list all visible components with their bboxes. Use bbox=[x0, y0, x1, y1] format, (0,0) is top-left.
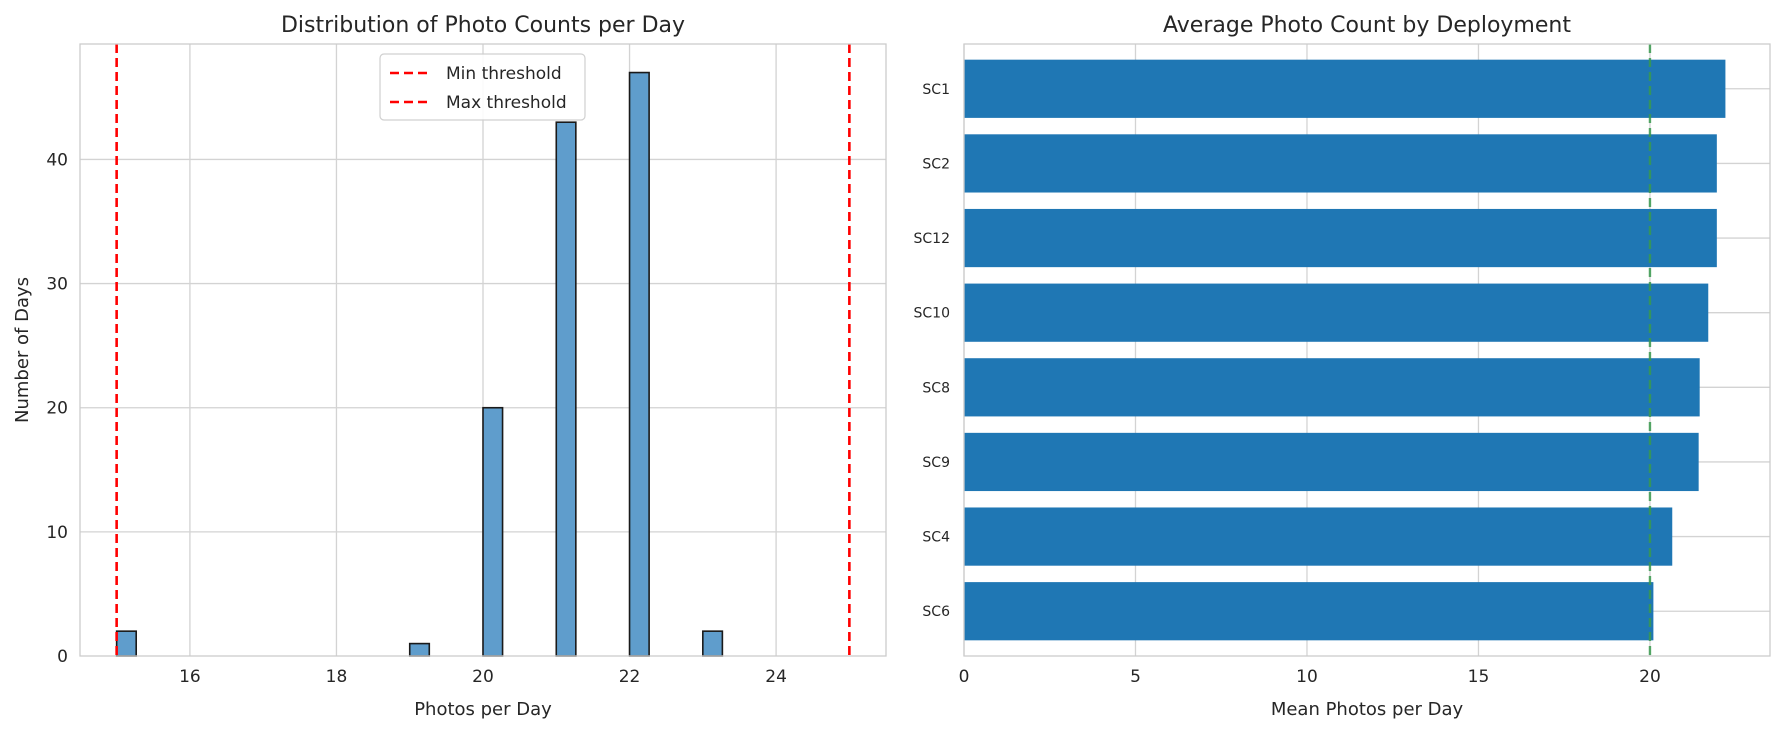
deployment-y-tick-label: SC1 bbox=[922, 82, 950, 98]
deployment-x-tick-label: 5 bbox=[1130, 667, 1141, 687]
deployment-bar bbox=[964, 59, 1726, 118]
deployment-y-tick-label: SC9 bbox=[922, 455, 950, 471]
deployment-bars bbox=[964, 59, 1726, 641]
histogram-x-ticks: 16 18 20 22 24 bbox=[179, 667, 787, 687]
histogram-y-tick-label: 10 bbox=[46, 523, 68, 543]
histogram-bars bbox=[115, 71, 724, 657]
deployment-y-tick-label: SC8 bbox=[922, 380, 950, 396]
deployment-x-ticks: 0 5 10 15 20 bbox=[959, 667, 1661, 687]
deployment-y-ticks: SC1 SC2 SC12 SC10 SC8 SC9 SC4 SC6 bbox=[914, 82, 951, 620]
histogram-y-ticks: 0 10 20 30 40 bbox=[46, 150, 68, 667]
deployment-x-axis-label: Mean Photos per Day bbox=[1271, 699, 1464, 720]
histogram-y-axis-label: Number of Days bbox=[12, 277, 33, 423]
deployment-x-tick-label: 0 bbox=[959, 667, 970, 687]
histogram-x-tick-label: 16 bbox=[179, 667, 201, 687]
histogram-x-tick-label: 22 bbox=[619, 667, 641, 687]
deployment-y-tick-label: SC12 bbox=[914, 231, 950, 247]
histogram-bar bbox=[702, 630, 724, 657]
deployment-x-tick-label: 20 bbox=[1639, 667, 1661, 687]
deployment-x-tick-label: 15 bbox=[1468, 667, 1490, 687]
legend-min-threshold-label: Min threshold bbox=[446, 64, 562, 84]
deployment-bar bbox=[964, 507, 1673, 566]
deployment-bar bbox=[964, 134, 1717, 193]
deployment-title: Average Photo Count by Deployment bbox=[1163, 13, 1571, 38]
histogram-bar bbox=[628, 71, 650, 657]
deployment-chart: Average Photo Count by Deployment 0 5 10 15… bbox=[914, 13, 1771, 720]
deployment-y-tick-label: SC10 bbox=[914, 306, 950, 322]
histogram-x-tick-label: 24 bbox=[765, 667, 787, 687]
histogram-y-tick-label: 40 bbox=[46, 150, 68, 170]
histogram-y-tick-label: 20 bbox=[46, 399, 68, 419]
deployment-bar bbox=[964, 208, 1717, 268]
histogram-x-tick-label: 18 bbox=[326, 667, 348, 687]
deployment-bar bbox=[964, 358, 1700, 417]
deployment-frame bbox=[963, 43, 1771, 657]
histogram-bar bbox=[555, 121, 577, 657]
histogram-x-tick-label: 20 bbox=[472, 667, 494, 687]
deployment-y-tick-label: SC6 bbox=[922, 604, 950, 620]
histogram-y-tick-label: 0 bbox=[57, 647, 68, 667]
histogram-bar bbox=[115, 630, 138, 657]
deployment-y-tick-label: SC2 bbox=[922, 156, 950, 172]
legend-max-threshold-label: Max threshold bbox=[446, 93, 567, 113]
histogram-y-tick-label: 30 bbox=[46, 275, 68, 295]
histogram-frame bbox=[79, 43, 887, 657]
histogram-bar bbox=[482, 406, 504, 657]
histogram-bar bbox=[408, 642, 431, 657]
deployment-bar bbox=[964, 283, 1709, 342]
histogram-legend: Min threshold Max threshold bbox=[379, 53, 586, 121]
legend-box bbox=[379, 53, 586, 121]
histogram-x-axis-label: Photos per Day bbox=[414, 699, 552, 720]
deployment-bar bbox=[964, 432, 1699, 492]
histogram-title: Distribution of Photo Counts per Day bbox=[281, 13, 685, 38]
deployment-bar bbox=[964, 582, 1654, 641]
deployment-x-tick-label: 10 bbox=[1296, 667, 1318, 687]
histogram-chart: Distribution of Photo Counts per Day 16 1… bbox=[12, 13, 887, 720]
deployment-y-tick-label: SC4 bbox=[922, 530, 950, 546]
histogram-thresholds bbox=[115, 44, 851, 656]
